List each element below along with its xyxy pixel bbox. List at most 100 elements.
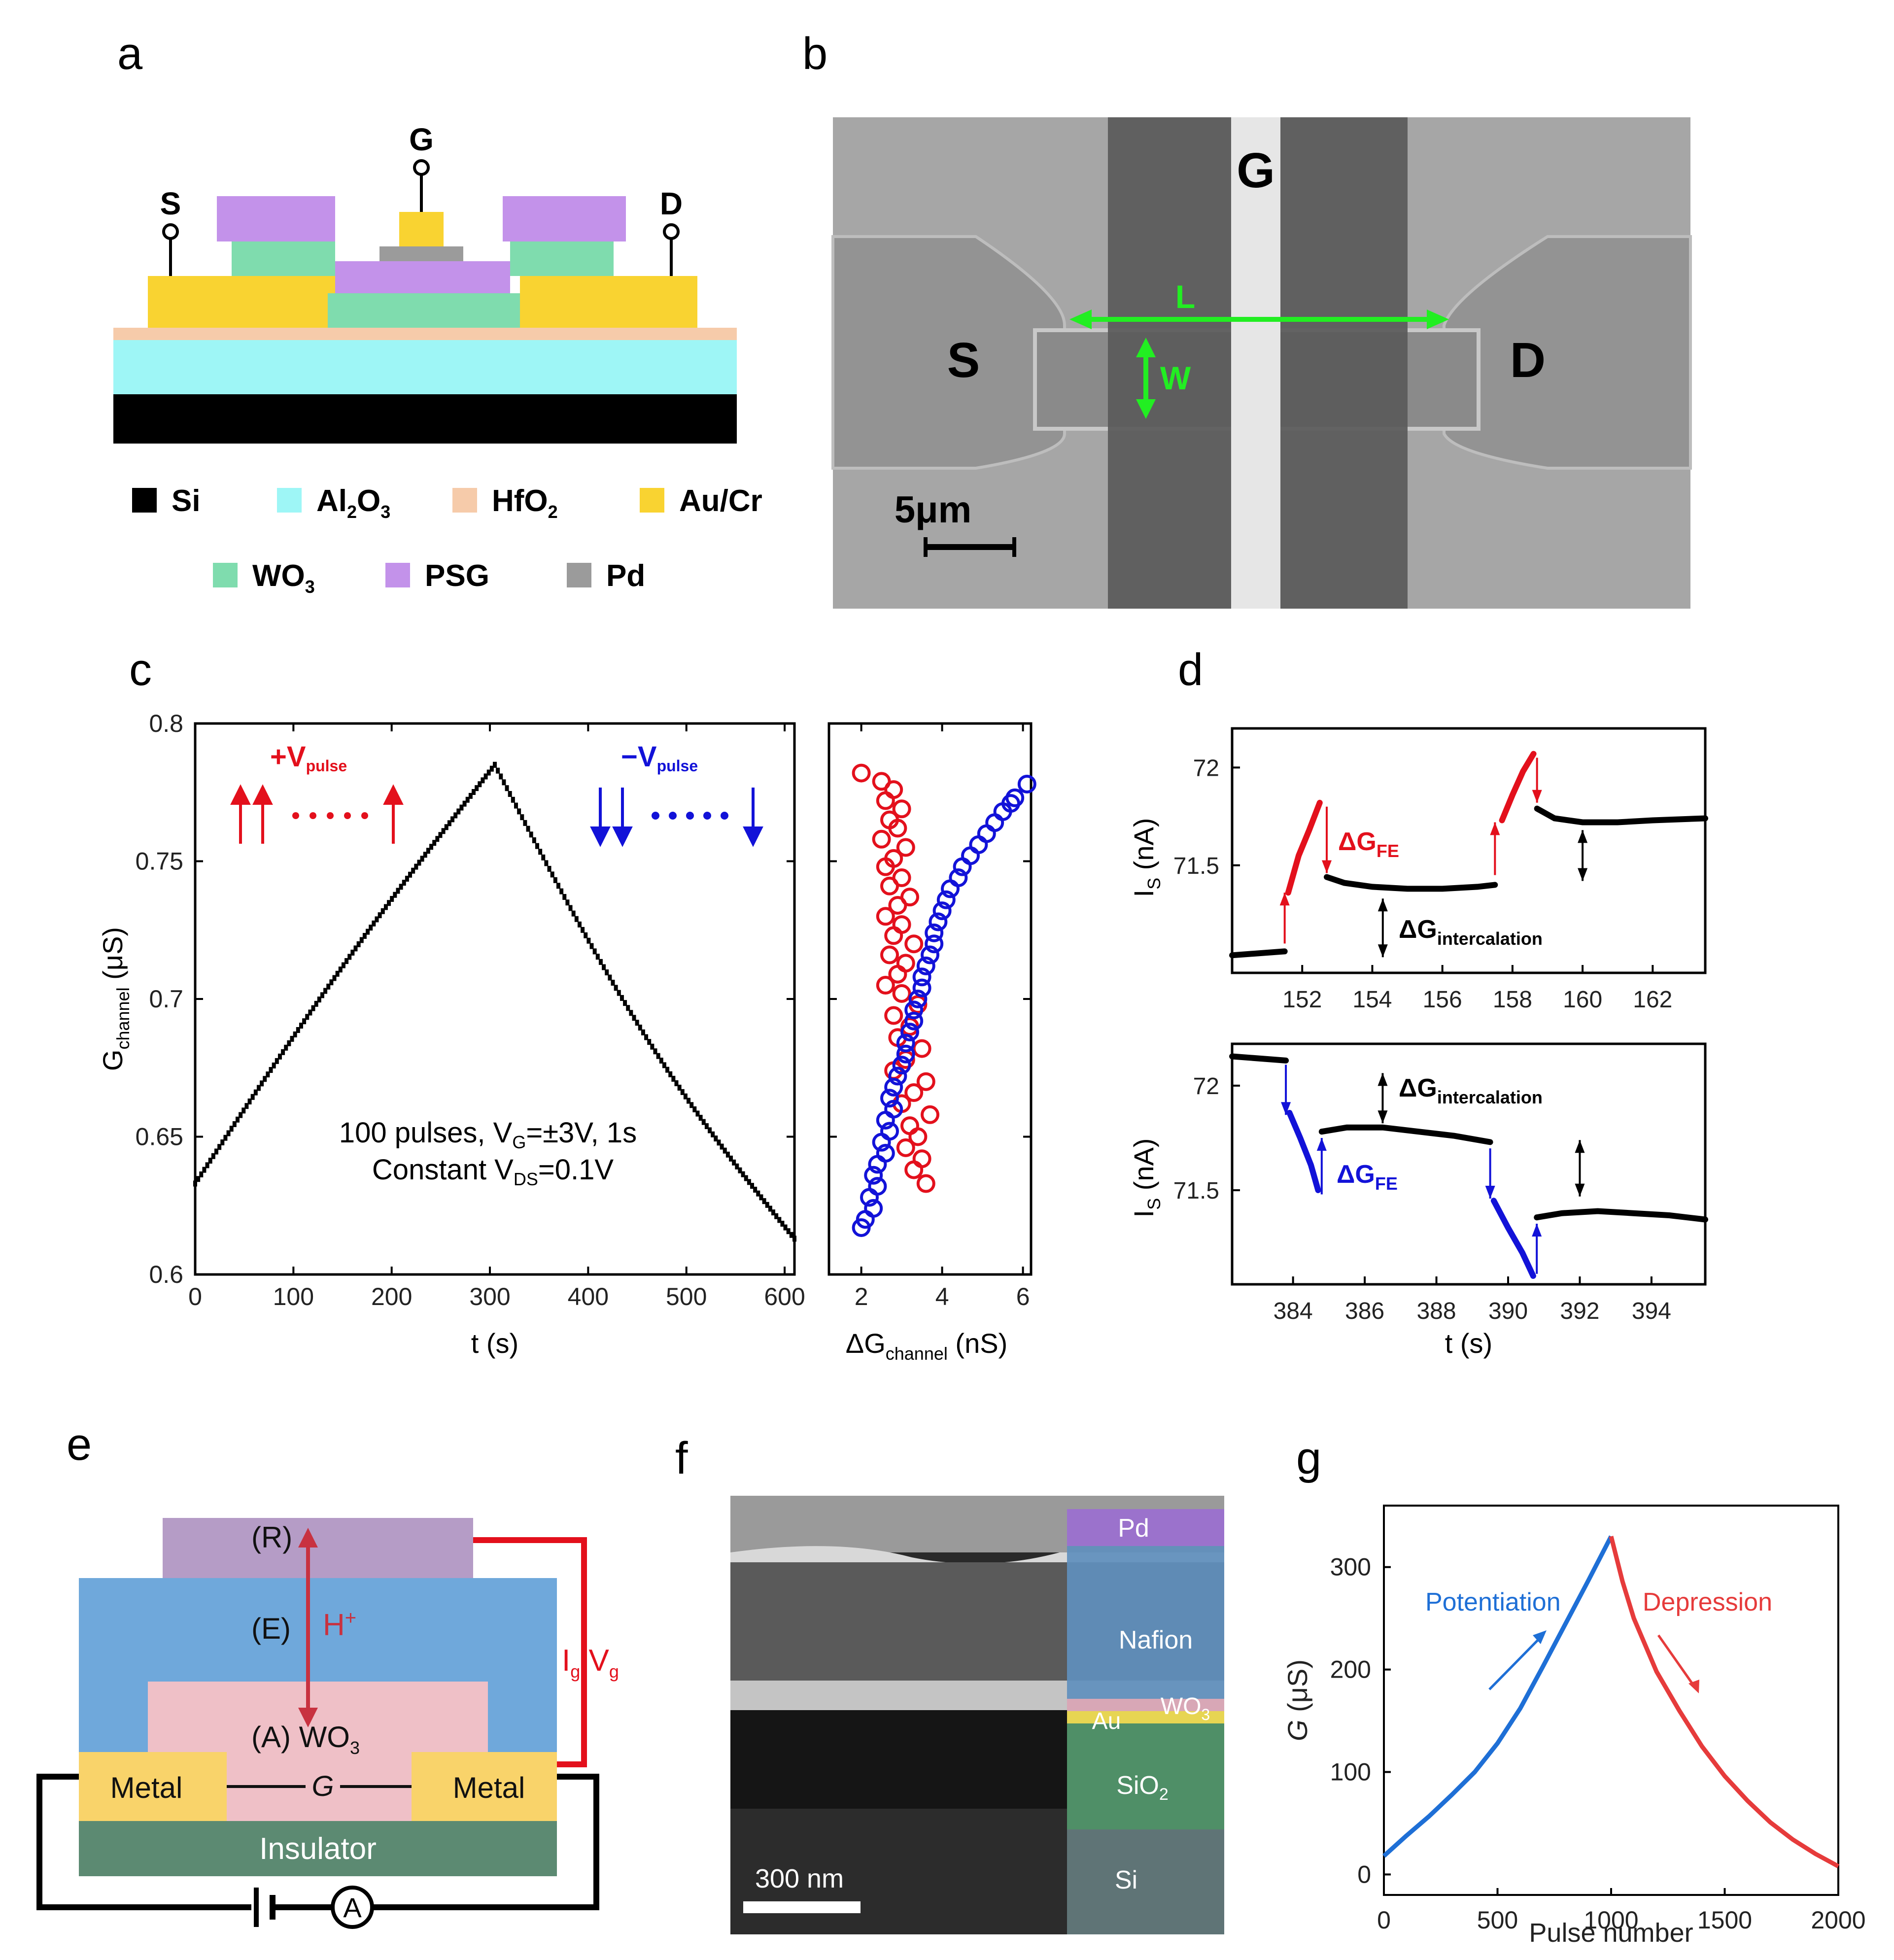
plot-d-top-marks (1229, 751, 1708, 959)
data-point (478, 781, 482, 788)
layer-si (113, 394, 737, 444)
data-point (223, 1135, 228, 1141)
data-point (720, 1143, 724, 1150)
data-point (611, 980, 615, 986)
terminal-g-icon (413, 159, 430, 176)
psg-center (335, 261, 510, 293)
data-point (725, 1151, 730, 1158)
data-point (220, 1139, 225, 1145)
legend-swatch-psg (385, 563, 410, 587)
data-point (629, 1010, 633, 1016)
y-tick-label: 72 (1193, 755, 1219, 781)
conductance-g-label: G (311, 1770, 334, 1802)
data-point (653, 1048, 657, 1055)
data-point (916, 1072, 935, 1091)
data-point (704, 1123, 709, 1130)
plot-c-side-ticks: 2 4 6 (829, 723, 1031, 1310)
data-point (347, 954, 352, 960)
gate-contact (399, 212, 444, 246)
x-tick-label: 390 (1488, 1298, 1528, 1324)
data-point (789, 1232, 793, 1238)
data-point (759, 1194, 763, 1201)
data-point (472, 789, 476, 795)
data-point (780, 1220, 785, 1227)
data-point (602, 964, 606, 970)
data-point (680, 1089, 685, 1095)
plot-c-main-ticks: 0 100 200 300 400 500 600 0.6 0.65 0.7 0.75 0.8 (136, 710, 805, 1310)
terminal-d-icon (663, 223, 680, 240)
x-tick-label: 394 (1632, 1298, 1671, 1324)
data-point (520, 814, 524, 821)
plot-g-xlabel: Pulse number (1529, 1918, 1693, 1948)
data-point (275, 1058, 279, 1064)
data-point (308, 1009, 312, 1016)
data-point (568, 905, 573, 911)
data-point (701, 1119, 706, 1125)
data-point (577, 921, 582, 928)
data-point (908, 990, 928, 1008)
data-point (444, 824, 448, 830)
data-point (896, 954, 915, 973)
data-point (199, 1171, 204, 1177)
data-point (792, 1236, 796, 1242)
arrow-head (1532, 1223, 1542, 1237)
data-point (356, 941, 361, 947)
y-tick-label: 71.5 (1173, 853, 1219, 879)
data-point (953, 857, 972, 876)
psg-right (503, 196, 626, 241)
data-point (888, 895, 907, 915)
legend-label-wo3: WO3 (252, 559, 315, 597)
data-point (281, 1049, 285, 1055)
data-point (341, 962, 345, 968)
plot-d-bottom-ticks: 384 386 388 390 392 394 71.5 72 (1173, 1073, 1671, 1324)
x-tick-label: 500 (666, 1283, 707, 1310)
data-point (925, 934, 944, 954)
data-point (493, 761, 497, 768)
data-point (553, 877, 557, 883)
arrow-head (1575, 1183, 1585, 1197)
arrow-head (1377, 1110, 1388, 1124)
terminal-s-icon (162, 223, 179, 240)
electrode-source (148, 276, 335, 328)
data-point (423, 852, 427, 858)
data-point (892, 799, 911, 819)
data-point (777, 1217, 782, 1223)
data-point (232, 1121, 237, 1127)
overlay-pd (1067, 1509, 1224, 1546)
channel-wo3 (328, 293, 520, 328)
data-point (876, 1110, 895, 1130)
data-point (293, 1031, 297, 1037)
panel-letter-e: e (67, 1419, 92, 1470)
data-point (671, 1075, 676, 1082)
data-point (750, 1183, 755, 1189)
data-point (486, 769, 491, 776)
data-point (896, 838, 915, 857)
series-line-potentiation (1382, 1535, 1613, 1858)
legend-swatch-pd (567, 563, 591, 587)
x-tick-label: 200 (371, 1283, 412, 1310)
y-tick-label: 71.5 (1173, 1178, 1219, 1204)
data-point (383, 904, 388, 910)
panel-letter-c: c (129, 645, 152, 695)
y-tick-label: 0.65 (136, 1123, 183, 1151)
plus-vpulse-label: +Vpulse (270, 741, 347, 775)
data-point (353, 945, 358, 952)
layer-label-nafion: Nafion (1119, 1626, 1193, 1654)
data-point (517, 808, 521, 815)
data-point (450, 816, 455, 823)
data-point (904, 934, 924, 954)
data-point (925, 923, 944, 942)
trace-segment (1229, 1053, 1289, 1064)
data-point (380, 908, 385, 914)
data-point (317, 997, 321, 1003)
data-point (344, 958, 349, 964)
legend-label-psg: PSG (425, 559, 489, 593)
data-point (635, 1020, 639, 1026)
arrow-head (1316, 1137, 1327, 1151)
data-point (214, 1148, 218, 1155)
data-point (535, 843, 539, 849)
y-tick-label: 0 (1357, 1860, 1371, 1888)
data-point (208, 1158, 212, 1164)
data-point (641, 1029, 645, 1035)
data-point (650, 1043, 654, 1050)
